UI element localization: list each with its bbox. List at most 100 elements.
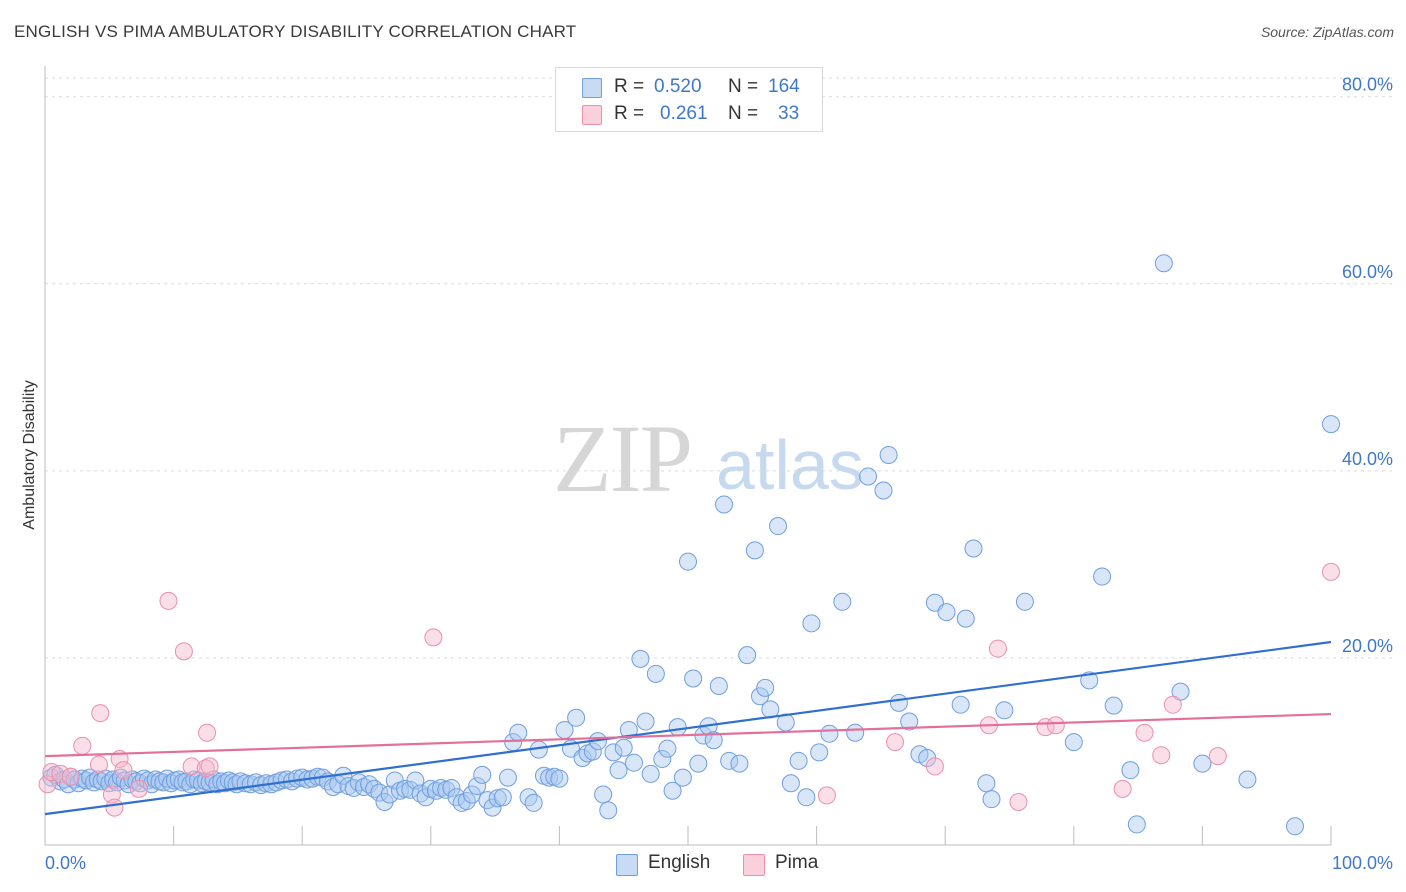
english-point	[641, 764, 660, 783]
trend-lines	[44, 640, 1332, 816]
english-point	[679, 552, 697, 571]
english-point	[663, 781, 682, 800]
english-point	[789, 751, 808, 770]
r-value: 0.261	[660, 103, 708, 124]
y-tick-label: 20.0%	[1342, 636, 1393, 656]
english-point	[889, 693, 908, 712]
english-point	[995, 701, 1014, 720]
english-point	[964, 539, 983, 558]
english-point	[879, 445, 898, 464]
english-point	[624, 753, 643, 772]
english-point	[689, 754, 708, 773]
english-points	[42, 254, 1340, 836]
pima-point	[817, 786, 836, 805]
english-point	[810, 743, 829, 762]
english-point	[519, 788, 538, 807]
pima-point	[1163, 695, 1182, 714]
pima-point	[182, 757, 201, 776]
pima-point	[1152, 746, 1171, 765]
english-point	[769, 517, 788, 536]
english-point	[344, 778, 363, 797]
english-point	[982, 790, 1001, 809]
english-point	[646, 664, 665, 683]
english-point	[802, 614, 821, 633]
english-point	[473, 765, 492, 784]
english-point	[619, 720, 638, 739]
axes	[44, 66, 1332, 846]
english-point	[709, 676, 728, 695]
english-point	[738, 646, 757, 665]
english-trend-line	[44, 640, 1332, 816]
english-point	[977, 774, 996, 793]
grid-lines	[45, 77, 1392, 659]
english-point	[631, 649, 650, 668]
pima-point	[1009, 792, 1028, 811]
english-point	[468, 777, 487, 796]
pima-point	[91, 704, 110, 723]
english-point	[524, 793, 543, 812]
english-point	[1015, 592, 1034, 611]
english-point	[604, 743, 623, 762]
english-point	[720, 751, 739, 770]
english-point	[937, 603, 956, 622]
y-tick-label: 40.0%	[1342, 449, 1393, 469]
english-point	[797, 788, 816, 807]
english-point	[447, 788, 466, 807]
english-point	[488, 789, 507, 808]
english-point	[1093, 567, 1112, 586]
english-point	[730, 754, 749, 773]
english-point	[493, 788, 512, 807]
pima-point	[90, 755, 109, 774]
english-point	[704, 731, 723, 750]
english-legend-swatch	[616, 854, 638, 876]
pima-point	[925, 757, 944, 776]
pima-point	[1208, 747, 1227, 766]
english-point	[442, 778, 461, 797]
english-point	[509, 723, 528, 742]
pima-point	[159, 591, 178, 610]
english-point	[594, 785, 613, 804]
english-point	[498, 768, 517, 787]
english-point	[401, 780, 420, 799]
english-point	[426, 781, 445, 800]
english-point	[900, 712, 919, 731]
english-point	[833, 592, 852, 611]
pima-swatch	[582, 105, 602, 125]
english-point	[751, 687, 770, 706]
english-point	[1080, 671, 1099, 690]
english-point	[59, 775, 78, 794]
pima-point	[198, 723, 217, 742]
english-point	[614, 738, 633, 757]
english-point	[416, 788, 435, 807]
pima-point	[1113, 779, 1132, 798]
english-point	[756, 678, 775, 697]
english-point	[583, 742, 602, 761]
r-label: R =	[614, 103, 645, 124]
pima-point	[886, 733, 905, 752]
english-point	[951, 695, 970, 714]
english-point	[715, 495, 734, 514]
english-point	[324, 778, 343, 797]
english-point	[1193, 754, 1212, 773]
y-axis-label: Ambulatory Disability	[21, 380, 38, 529]
pima-point	[129, 779, 148, 798]
english-point	[567, 708, 586, 727]
pima-point	[988, 639, 1007, 658]
english-point	[781, 774, 800, 793]
pima-legend-swatch	[743, 854, 765, 876]
y-tick-label: 60.0%	[1342, 262, 1393, 282]
english-point	[609, 761, 628, 780]
pima-points	[38, 562, 1340, 817]
tick-labels: 20.0% 40.0% 60.0% 80.0% 0.0% 100.0%	[45, 75, 1393, 873]
pima-point	[1322, 562, 1340, 581]
pima-point	[102, 785, 121, 804]
n-label: N =	[728, 103, 759, 124]
english-point	[1322, 415, 1340, 434]
english-point	[1154, 254, 1173, 273]
correlation-legend: R = 0.520 N = 164 R = 0.261 N = 33	[555, 67, 823, 132]
pima-point	[73, 736, 92, 755]
n-value: 33	[778, 103, 800, 124]
english-point	[820, 724, 839, 743]
pima-point	[38, 775, 57, 794]
pima-point	[42, 763, 61, 782]
